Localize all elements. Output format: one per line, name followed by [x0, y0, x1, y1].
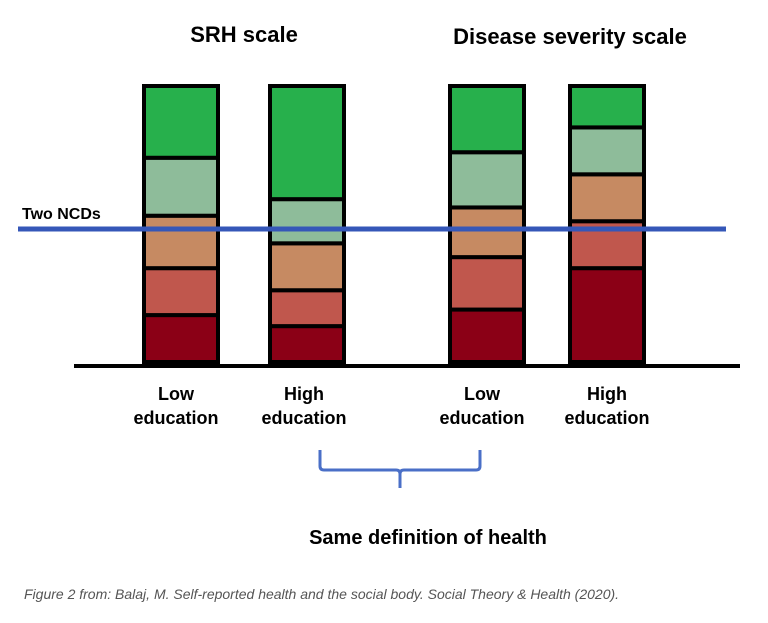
- figure-panel: SRH scale Disease severity scale Two NCD…: [4, 4, 760, 562]
- bar-4-segment-1: [568, 266, 646, 364]
- bar-4-segment-4: [568, 125, 646, 177]
- group-2-label-line1: High: [284, 384, 324, 404]
- bar-4-segment-3: [568, 172, 646, 224]
- bar-3-segment-5: [448, 84, 526, 155]
- bar-3-segment-3: [448, 205, 526, 260]
- group-1-label-line1: Low: [158, 384, 195, 404]
- group-4-label-line2: education: [564, 408, 649, 428]
- group-3-label-line1: Low: [464, 384, 501, 404]
- heading-disease-severity-scale: Disease severity scale: [453, 24, 687, 49]
- bracket: [318, 450, 482, 488]
- bar-2-segment-2: [268, 288, 346, 329]
- group-2-label-line2: education: [261, 408, 346, 428]
- diagram-canvas: SRH scale Disease severity scale Two NCD…: [18, 22, 740, 549]
- bar-3-segment-4: [448, 150, 526, 210]
- bar-3-segment-2: [448, 255, 526, 312]
- bar-1-segment-3: [142, 213, 220, 271]
- stacked-bars: [142, 84, 646, 364]
- bar-1-segment-2: [142, 266, 220, 318]
- bar-2-segment-3: [268, 241, 346, 293]
- group-4-label-line1: High: [587, 384, 627, 404]
- bar-2-segment-1: [268, 324, 346, 364]
- bar-2-segment-4: [268, 197, 346, 246]
- bar-1-segment-1: [142, 313, 220, 364]
- same-definition-label: Same definition of health: [309, 527, 547, 549]
- bar-3-segment-1: [448, 307, 526, 364]
- group-1-label-line2: education: [133, 408, 218, 428]
- heading-srh-scale: SRH scale: [190, 22, 298, 47]
- bar-2-segment-5: [268, 84, 346, 202]
- bar-1-segment-4: [142, 155, 220, 218]
- group-3-label-line2: education: [439, 408, 524, 428]
- figure-caption: Figure 2 from: Balaj, M. Self-reported h…: [24, 586, 620, 602]
- bar-4-segment-5: [568, 84, 646, 130]
- threshold-label: Two NCDs: [22, 206, 101, 223]
- bar-1-segment-5: [142, 84, 220, 160]
